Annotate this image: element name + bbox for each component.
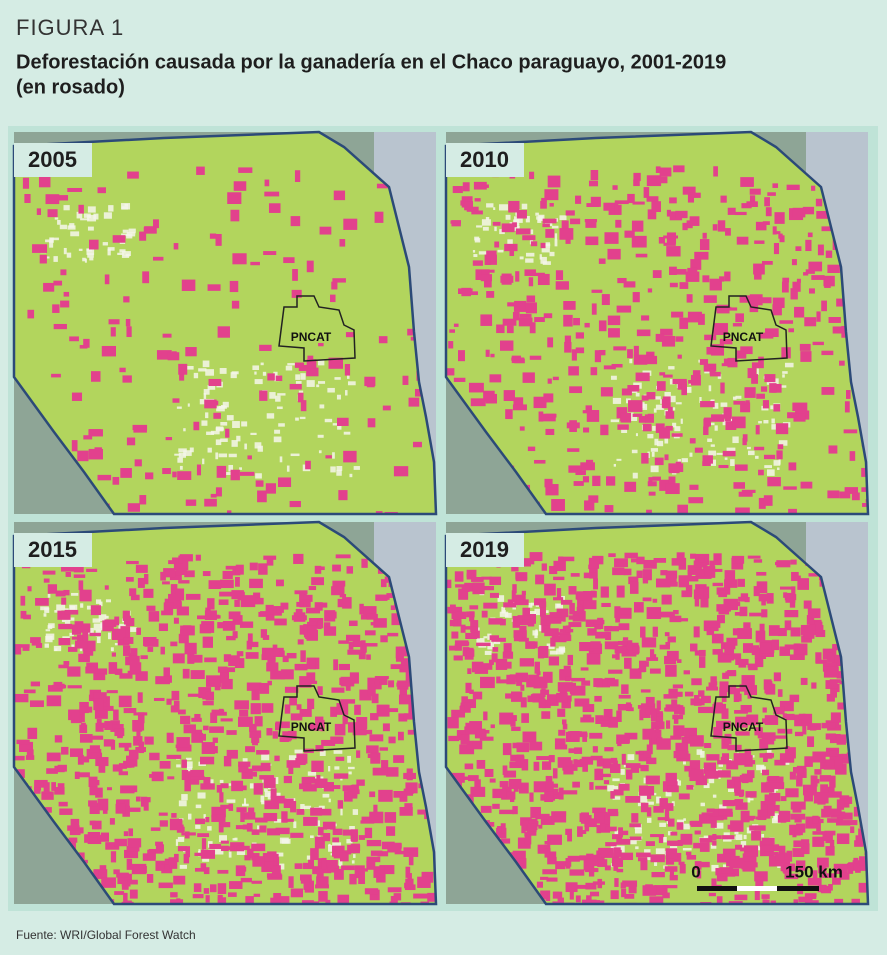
- map-panel: PNCAT 2015: [12, 520, 438, 906]
- year-label: 2019: [460, 537, 509, 562]
- park-label: PNCAT: [291, 720, 332, 734]
- scale-start: 0: [691, 862, 700, 881]
- country-border: [12, 520, 438, 906]
- scale-bar: [737, 886, 777, 891]
- year-label: 2015: [28, 537, 77, 562]
- year-box: [14, 533, 92, 567]
- year-label: 2005: [28, 147, 77, 172]
- map-panel: PNCAT 2010: [444, 130, 870, 516]
- country-border: [444, 130, 870, 516]
- scale-end: 150 km: [785, 862, 843, 881]
- deforestation: [14, 553, 436, 904]
- deforestation: [447, 163, 868, 514]
- figure-title: Deforestación causada por la ganadería e…: [16, 51, 726, 73]
- scale-bar: [697, 886, 737, 891]
- year-box: [446, 143, 524, 177]
- park-label: PNCAT: [723, 720, 764, 734]
- source-note: Fuente: WRI/Global Forest Watch: [16, 928, 196, 942]
- park-label: PNCAT: [291, 330, 332, 344]
- figure-title: (en rosado): [16, 76, 125, 98]
- park-outline: [710, 685, 788, 752]
- map-panel: PNCAT 2005: [12, 130, 438, 516]
- country-border: [12, 130, 438, 516]
- country-border: [444, 520, 870, 906]
- year-label: 2010: [460, 147, 509, 172]
- year-box: [446, 533, 524, 567]
- map-panel: PNCAT 2019: [444, 520, 870, 906]
- park-label: PNCAT: [723, 330, 764, 344]
- figure-label: FIGURA 1: [16, 15, 124, 40]
- year-box: [14, 143, 92, 177]
- park-outline: [278, 685, 356, 752]
- deforestation: [446, 552, 868, 904]
- park-outline: [710, 295, 788, 362]
- scale-bar: [777, 886, 819, 891]
- park-outline: [278, 295, 356, 362]
